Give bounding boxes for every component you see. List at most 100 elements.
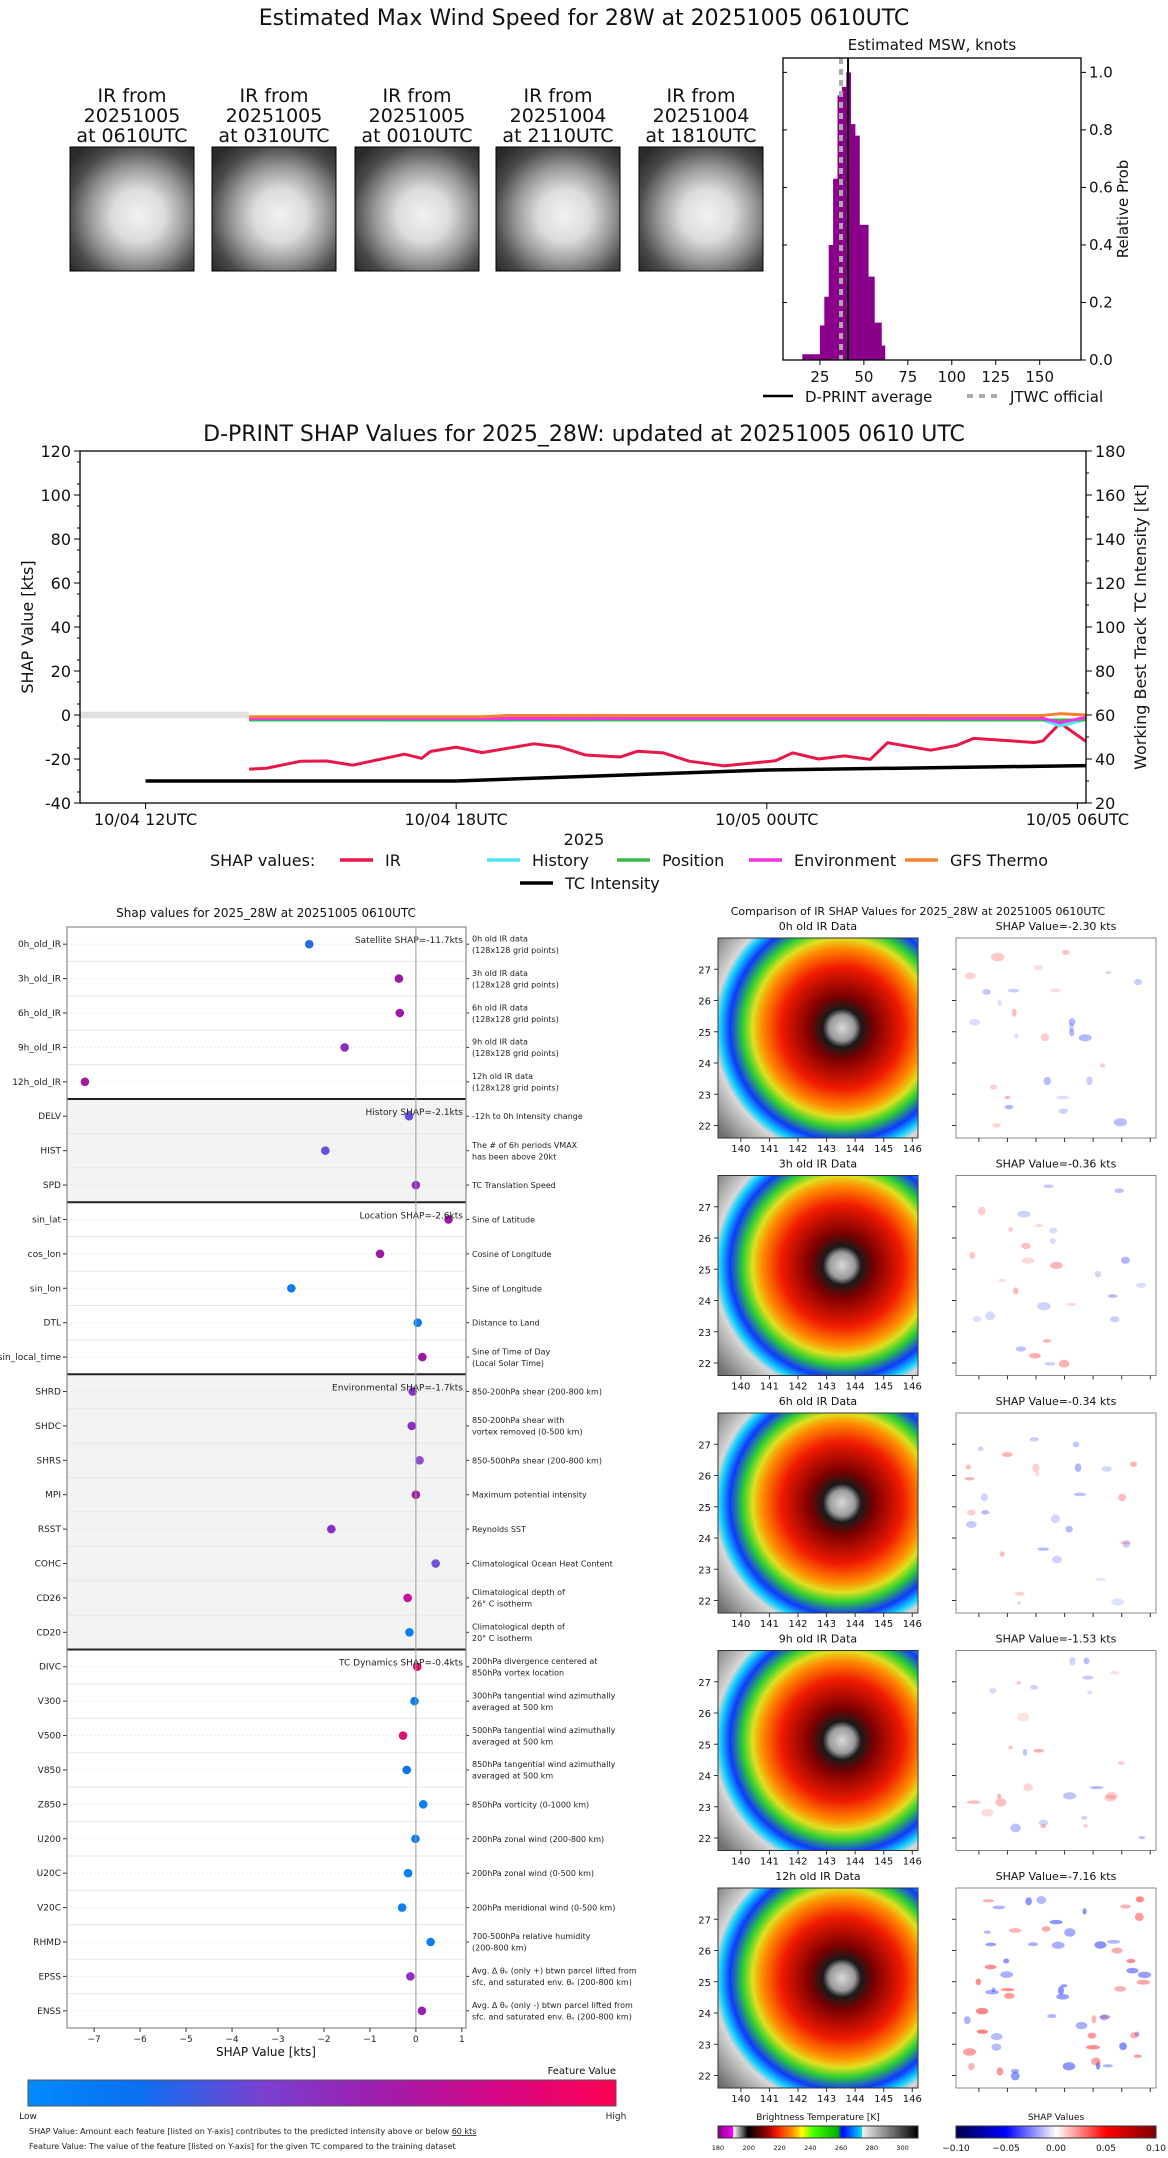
shap-map-anomaly [1068, 1022, 1074, 1032]
shap-map-anomaly [964, 972, 976, 980]
shap-map-anomaly [1133, 2054, 1142, 2058]
shap-map-anomaly [1056, 1993, 1070, 2000]
shap-map-anomaly [1030, 1685, 1038, 1690]
lat-tick-label: 22 [698, 1597, 711, 1608]
lat-tick-label: 23 [698, 1328, 711, 1339]
ir-image [717, 937, 919, 1139]
x-tick-label: −5 [179, 2035, 192, 2045]
feature-name: HIST [40, 1147, 61, 1157]
feature-name: V500 [38, 1732, 62, 1742]
shap-map-anomaly [1120, 1256, 1130, 1264]
shap-map-anomaly [1049, 1238, 1057, 1245]
feature-description: averaged at 500 km [472, 1737, 553, 1746]
shap-map-anomaly [1126, 1958, 1136, 1964]
feature-description: 200hPa zonal wind (200-800 km) [472, 1835, 604, 1844]
feature-description: The # of 6h periods VMAX [471, 1141, 578, 1150]
histogram-bar [859, 224, 869, 360]
lon-tick-label: 143 [817, 1857, 836, 1868]
shap-map [955, 1887, 1157, 2089]
feature-name: 3h_old_IR [18, 975, 61, 985]
thumbnail-label: IR from [666, 85, 735, 107]
lat-tick-label: 26 [698, 1947, 711, 1958]
y-tick-label: -20 [45, 750, 71, 769]
bt-tick-label: 260 [835, 2144, 847, 2152]
histogram-ylabel: Relative Prob [1114, 160, 1132, 259]
summary-frame [66, 926, 467, 2029]
shap-map-anomaly [1049, 1261, 1063, 1270]
shap-map-anomaly [1081, 1815, 1088, 1820]
shap-map-anomaly [1027, 1942, 1039, 1947]
x-tick-label: 10/04 12UTC [94, 810, 197, 829]
shap-map-title: SHAP Value=-2.30 kts [996, 920, 1117, 933]
shap-map-anomaly [1021, 1242, 1031, 1250]
shap-map-anomaly [1113, 1118, 1128, 1127]
shap-map-anomaly [1022, 1749, 1028, 1756]
shap-point [404, 1111, 414, 1121]
feature-description: Sine of Time of Day [472, 1347, 551, 1356]
ir-comparison-title: Comparison of IR SHAP Values for 2025_28… [731, 905, 1106, 918]
histogram-bar [874, 322, 882, 360]
shap-map-anomaly [1050, 1514, 1061, 1524]
feature-description: 500hPa tangential wind azimuthally [472, 1726, 616, 1735]
y-tick-label: 120 [40, 442, 71, 461]
feature-name: SHRD [35, 1387, 61, 1397]
feature-description: (128x128 grid points) [472, 1049, 559, 1058]
lon-tick-label: 140 [731, 2094, 750, 2105]
timeseries-ylabel-right: Working Best Track TC Intensity [kt] [1131, 484, 1150, 770]
y-tick-label: 0.2 [1089, 293, 1113, 311]
lon-tick-label: 142 [788, 1619, 807, 1630]
feature-description: 12h old IR data [472, 1072, 533, 1081]
shap-map-anomaly [1118, 1493, 1127, 1502]
histogram-bar [855, 135, 860, 360]
feature-description: vortex removed (0-500 km) [472, 1428, 583, 1437]
feature-description: averaged at 500 km [472, 1772, 553, 1781]
shap-map-anomaly [1037, 1547, 1050, 1551]
ir-image-title: 3h old IR Data [779, 1158, 857, 1171]
shap-map-title: SHAP Value=-0.34 kts [996, 1395, 1117, 1408]
feature-section: DELV -12h to 0h Intensity change HIST The #… [38, 1098, 583, 1203]
shap-point [304, 939, 314, 949]
shap-map-anomaly [1086, 2045, 1100, 2050]
x-tick-label: 10/04 18UTC [405, 810, 508, 829]
feature-description: 850hPa tangential wind azimuthally [472, 1760, 616, 1769]
shap-map-anomaly [1137, 1971, 1152, 1979]
x-tick-label: 1 [459, 2035, 465, 2045]
feature-name: COHC [35, 1560, 61, 1570]
shap-map-anomaly [1001, 1452, 1013, 1457]
series-line-gfs-thermo [249, 712, 1087, 719]
y-tick-label: 1.0 [1089, 63, 1113, 81]
shap-map-anomaly [1099, 2014, 1109, 2021]
shap-map-anomaly [1129, 1461, 1138, 1467]
thumbnail-label: IR from [97, 85, 166, 107]
feature-section: sin_lat Sine of Latitude cos_lon Cosine of … [0, 1201, 552, 1368]
timeseries-title: D-PRINT SHAP Values for 2025_28W: update… [203, 422, 965, 447]
bt-tick-label: 180 [712, 2144, 724, 2152]
x-tick-label: 125 [981, 368, 1010, 386]
shap-point [327, 1524, 336, 1534]
lon-tick-label: 140 [731, 1382, 750, 1393]
lat-tick-label: 22 [698, 1834, 711, 1845]
thumbnail-time: at 1810UTC [645, 125, 756, 147]
shap-map-anomaly [1003, 1992, 1015, 1999]
feature-name: 9h_old_IR [18, 1043, 61, 1053]
feature-description: 26° C isotherm [472, 1600, 532, 1609]
feature-description: has been above 20kt [472, 1152, 556, 1161]
lon-tick-label: 145 [874, 1382, 893, 1393]
lon-tick-label: 146 [903, 1619, 922, 1630]
feature-description: 850hPa vortex location [472, 1668, 564, 1677]
shap-map-anomaly [1099, 1063, 1106, 1068]
shap-map-anomaly [1051, 1555, 1062, 1564]
shap-map-anomaly [1060, 1984, 1068, 1988]
footnote-text: SHAP Value: Amount each feature [listed … [29, 2127, 452, 2136]
shap-map-anomaly [1015, 1346, 1026, 1352]
lat-tick-label: 26 [698, 1709, 711, 1720]
x-tick-label: −6 [133, 2035, 147, 2045]
lat-tick-label: 25 [698, 1028, 711, 1039]
legend-label: Position [662, 851, 724, 870]
lat-tick-label: 26 [698, 997, 711, 1008]
ir-row: 9h old IR Data SHAP Value=-1.53 kts 22 23 24… [698, 1633, 1157, 1868]
shap-map-anomaly [1122, 1540, 1131, 1548]
summary-title: Shap values for 2025_28W at 20251005 061… [116, 906, 416, 920]
shap-map-anomaly [1040, 1824, 1047, 1829]
